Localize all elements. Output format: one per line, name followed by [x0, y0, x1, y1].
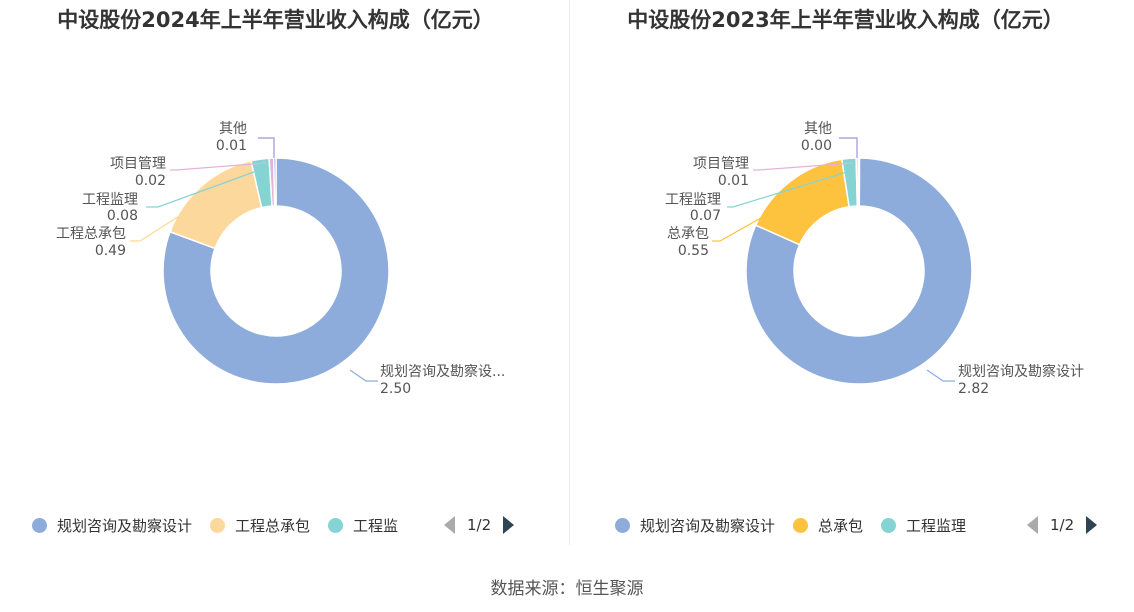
slice-value-label: 2.82 — [958, 381, 989, 397]
slice-value-label: 0.49 — [95, 243, 126, 259]
slice-value-label: 2.50 — [380, 381, 411, 397]
label-leader-line — [170, 162, 267, 171]
legend: 规划咨询及勘察设计 工程总承包 工程监 — [32, 512, 416, 538]
next-page-icon[interactable] — [1086, 516, 1098, 534]
slice-label: 规划咨询及勘察设计 — [958, 363, 1084, 380]
label-leader-line — [712, 209, 776, 242]
legend-pager: 1/2 — [1027, 512, 1098, 538]
legend-item[interactable]: 总承包 — [793, 515, 863, 536]
donut-slice[interactable] — [754, 158, 850, 246]
label-leader-line — [146, 171, 255, 208]
donut-slice[interactable] — [857, 157, 861, 207]
legend-pager: 1/2 — [444, 512, 515, 538]
slice-value-label: 0.55 — [678, 243, 709, 259]
slice-label: 项目管理 — [693, 156, 749, 172]
slice-value-label: 0.00 — [801, 138, 832, 154]
legend-page-indicator: 1/2 — [1050, 516, 1075, 534]
slice-label: 项目管理 — [110, 156, 166, 172]
prev-page-icon[interactable] — [1027, 516, 1038, 534]
slice-value-label: 0.08 — [107, 208, 138, 224]
chart-title: 中设股份2024年上半年营业收入构成（亿元） — [57, 8, 494, 32]
legend-item[interactable]: 规划咨询及勘察设计 — [615, 515, 775, 536]
donut-slice[interactable] — [272, 157, 277, 207]
label-leader-line — [130, 203, 199, 242]
slice-label: 其他 — [804, 121, 832, 137]
label-leader-line — [349, 369, 378, 382]
donut-slice[interactable] — [162, 157, 390, 385]
label-leader-line — [839, 137, 858, 158]
label-leader-line — [926, 369, 955, 382]
panel-divider — [569, 0, 570, 545]
legend: 规划咨询及勘察设计 总承包 工程监理 — [615, 512, 984, 538]
legend-item[interactable]: 工程监 — [328, 515, 398, 536]
legend-label: 总承包 — [818, 516, 864, 535]
prev-page-icon[interactable] — [444, 516, 455, 534]
label-leader-line — [753, 162, 854, 171]
chart-panel-2023: 中设股份2023年上半年营业收入构成（亿元） 规划咨询及勘察设计 2.82 总承包 0… — [567, 0, 1134, 545]
legend-marker — [210, 517, 226, 533]
slice-label: 总承包 — [667, 226, 709, 242]
legend-label: 工程监 — [353, 516, 399, 535]
data-source-note: 数据来源：恒生聚源 — [490, 579, 644, 599]
legend-marker — [881, 517, 897, 533]
legend-page-indicator: 1/2 — [467, 516, 492, 534]
legend-marker — [328, 517, 344, 533]
legend-item[interactable]: 工程监理 — [881, 515, 966, 536]
slice-value-label: 0.01 — [216, 138, 247, 154]
slice-label: 工程监理 — [82, 192, 138, 208]
slice-label: 工程监理 — [665, 192, 721, 208]
legend-marker — [793, 517, 809, 533]
legend-marker — [615, 517, 630, 533]
next-page-icon[interactable] — [503, 516, 515, 534]
chart-title: 中设股份2023年上半年营业收入构成（亿元） — [627, 8, 1064, 32]
chart-panel-2024: 中设股份2024年上半年营业收入构成（亿元） 规划咨询及勘察设... 2.50 工程… — [0, 0, 567, 545]
legend-marker — [32, 517, 47, 533]
legend-item[interactable]: 规划咨询及勘察设计 — [32, 515, 192, 536]
legend-label: 工程总承包 — [235, 516, 311, 535]
slice-label: 其他 — [219, 121, 247, 137]
slice-value-label: 0.07 — [690, 208, 721, 224]
slice-label: 工程总承包 — [56, 226, 126, 242]
slice-label: 规划咨询及勘察设... — [380, 363, 505, 380]
label-leader-line — [727, 171, 848, 208]
legend-label: 规划咨询及勘察设计 — [640, 516, 776, 535]
slice-value-label: 0.02 — [135, 173, 166, 189]
legend-item[interactable]: 工程总承包 — [210, 515, 310, 536]
legend-label: 工程监理 — [906, 516, 967, 535]
slice-value-label: 0.01 — [718, 173, 749, 189]
label-leader-line — [258, 137, 275, 158]
legend-label: 规划咨询及勘察设计 — [57, 516, 193, 535]
donut-slice[interactable] — [745, 157, 973, 385]
